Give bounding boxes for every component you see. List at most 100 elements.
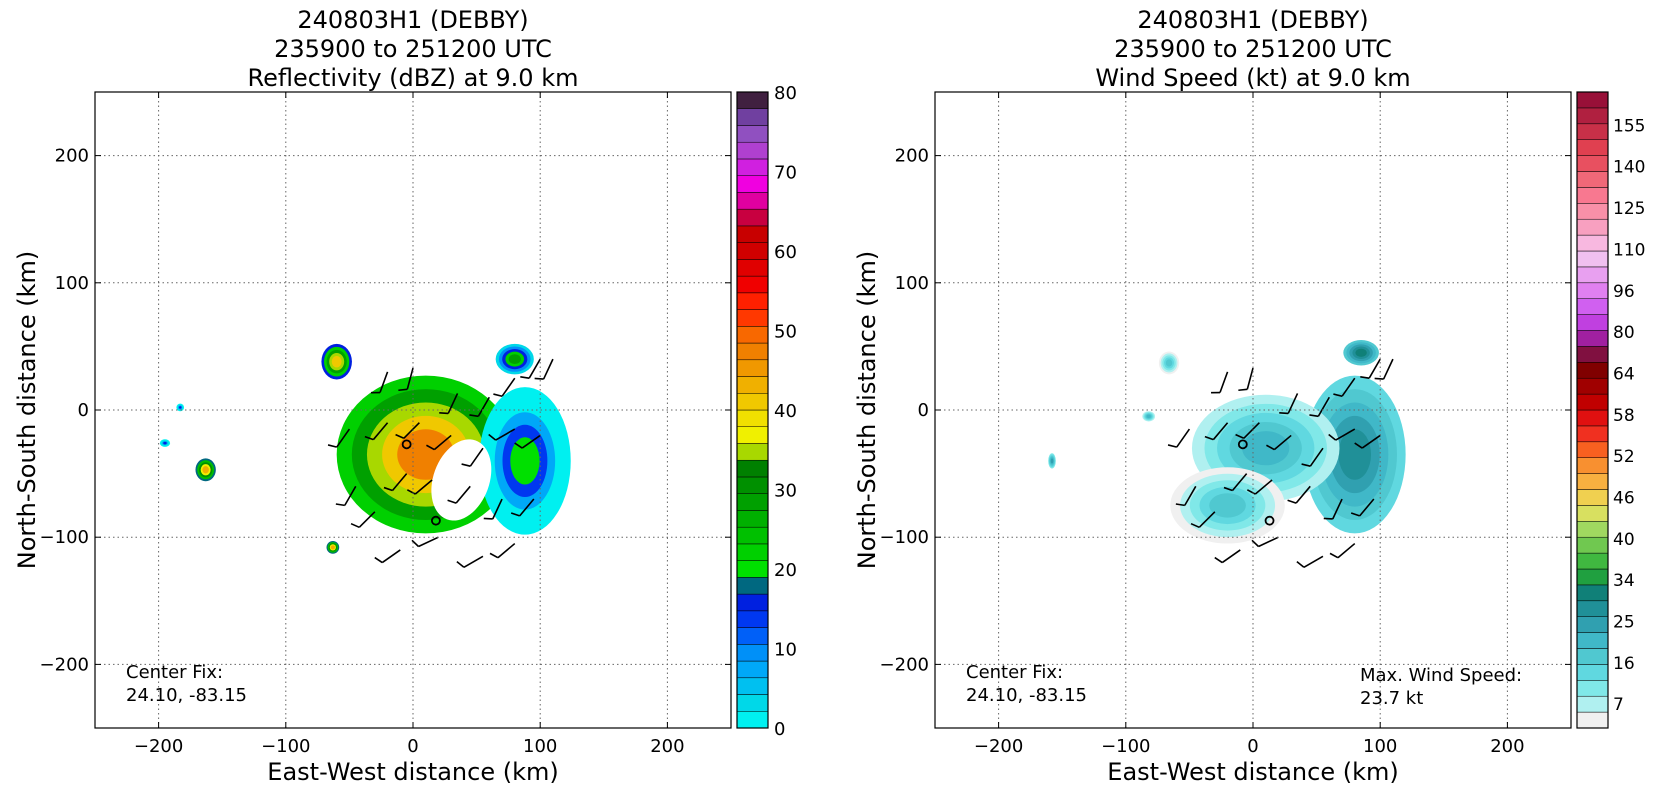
y-tick-label: 100 (55, 273, 89, 294)
wind-barb-shaft (336, 428, 351, 448)
colorbar-segment (736, 259, 769, 277)
wind-barb (510, 498, 535, 517)
echo-cell (176, 403, 185, 412)
colorbar-segment (1576, 536, 1609, 554)
wind-barb-flag (398, 388, 408, 392)
colorbar-tick-label: 16 (1613, 654, 1635, 674)
wind-barb (514, 434, 541, 449)
colorbar-segment (736, 292, 769, 310)
colorbar-segment (736, 192, 769, 210)
wind-barb-shaft (391, 473, 408, 491)
colorbar-segment (1576, 600, 1609, 617)
chart-title-line: 240803H1 (DEBBY) (1137, 6, 1368, 34)
wind-barb-shaft (344, 485, 357, 506)
plot-area (1048, 340, 1406, 568)
echo-contour (202, 466, 209, 474)
wind-barb-flag (493, 393, 503, 397)
colorbar-segment (1576, 425, 1609, 443)
chart-title-line: 235900 to 251200 UTC (1114, 35, 1392, 63)
wind-barb-flag (426, 444, 435, 451)
chart-title-line: Wind Speed (kt) at 9.0 km (1095, 64, 1410, 92)
colorbar-segment (1576, 298, 1609, 315)
echo-cell (1048, 453, 1056, 469)
colorbar-tick-label: 10 (774, 640, 797, 661)
colorbar-segment (1576, 139, 1609, 156)
center-marker (1264, 515, 1275, 526)
colorbar-tick-label: 140 (1613, 158, 1645, 178)
y-tick-label: 100 (895, 273, 929, 294)
wind-barb (371, 371, 389, 394)
y-tick-label: 200 (895, 146, 929, 167)
colorbar-tick-label: 64 (1613, 364, 1635, 384)
echo-cell (159, 439, 171, 447)
wind-barb (383, 473, 408, 492)
wind-barb-shaft (1337, 542, 1356, 559)
colorbar-segment (736, 426, 769, 444)
wind-barb-shaft (1303, 555, 1324, 568)
wind-barb-shaft (1332, 498, 1343, 520)
colorbar-tick-label: 70 (774, 163, 797, 184)
wind-barb (493, 377, 516, 397)
wind-barb-flag (1328, 433, 1337, 441)
wind-barb-shaft (1335, 428, 1356, 441)
colorbar-segment (736, 141, 769, 160)
colorbar-segment (736, 476, 769, 494)
wind-barb (406, 479, 433, 495)
wind-barb (327, 428, 351, 448)
x-tick-label: −100 (261, 736, 310, 757)
wind-barb-flag (439, 412, 449, 415)
wind-barb (335, 485, 357, 507)
wind-barb-shaft (1382, 358, 1394, 380)
wind-barb-shaft (477, 396, 491, 417)
colorbar-segment (1576, 489, 1609, 506)
echo-cell (321, 343, 352, 380)
wind-barb-flag (350, 522, 360, 529)
wind-barb-shaft (1246, 367, 1254, 390)
colorbar: 0 10 20 30 40 50 60 70 80 (736, 83, 797, 740)
wind-barb (1246, 479, 1273, 495)
x-tick-label: −200 (134, 736, 183, 757)
wind-barb-flag (335, 503, 345, 507)
wind-barb (1211, 371, 1229, 394)
wind-barb-flag (469, 414, 479, 418)
wind-barb-shaft (463, 555, 484, 568)
colorbar-segment (1576, 568, 1609, 586)
chart-title-line: 235900 to 251200 UTC (274, 35, 552, 63)
wind-barb (1204, 422, 1229, 441)
colorbar-segment (736, 275, 769, 294)
colorbar-segment (1576, 521, 1609, 538)
wind-barb (447, 485, 471, 504)
colorbar-segment (736, 694, 769, 712)
wind-barb-flag (383, 486, 393, 492)
colorbar-segment (736, 593, 769, 612)
wind-barb (395, 422, 420, 440)
colorbar-tick-label: 7 (1613, 695, 1624, 715)
x-tick-label: −200 (974, 736, 1023, 757)
x-tick-label: 200 (650, 736, 684, 757)
colorbar-tick-label: 155 (1613, 116, 1645, 136)
wind-barb-shaft (1317, 396, 1331, 417)
wind-barb (364, 422, 389, 441)
colorbar-segment (736, 125, 769, 143)
wind-barb-flag (520, 376, 530, 379)
wind-barb-flag (1350, 512, 1360, 517)
echo-cell (326, 541, 340, 554)
wind-barb-flag (1354, 442, 1363, 449)
wind-barb-shaft (1361, 434, 1381, 449)
eye-region (431, 439, 492, 521)
chart-title-line: 240803H1 (DEBBY) (297, 6, 528, 34)
colorbar-segment (1576, 234, 1609, 252)
wind-barb-flag (327, 444, 337, 448)
chart-panel-2: 240803H1 (DEBBY)235900 to 251200 UTCWind… (853, 6, 1645, 786)
wind-barb-shaft (542, 358, 554, 380)
wind-barb (426, 434, 452, 451)
colorbar-segment (736, 627, 769, 645)
colorbar-tick-label: 125 (1613, 199, 1645, 219)
echo-contour (1242, 431, 1290, 466)
colorbar-segment (736, 409, 769, 427)
colorbar-frame (736, 91, 769, 729)
colorbar-segment (736, 711, 769, 729)
echo-contour (1209, 493, 1246, 518)
colorbar-segment (1576, 203, 1609, 220)
